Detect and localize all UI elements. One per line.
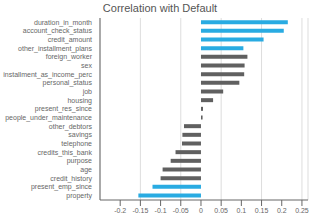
html-text:Correlation with Default: Correlation with Default (102, 2, 218, 14)
svg-text:installment_as_income_perc: installment_as_income_perc (3, 71, 92, 79)
svg-text:0: 0 (199, 207, 203, 214)
svg-text:foreign_worker: foreign_worker (46, 53, 93, 61)
svg-text:-0.1: -0.1 (155, 207, 167, 214)
svg-text:0.25: 0.25 (295, 207, 309, 214)
svg-text:people_under_maintenance: people_under_maintenance (5, 114, 92, 122)
svg-text:present_res_since: present_res_since (35, 105, 92, 113)
svg-text:credit_history: credit_history (50, 175, 92, 183)
svg-text:0.15: 0.15 (255, 207, 269, 214)
svg-text:credits_this_bank: credits_this_bank (38, 149, 93, 157)
svg-text:present_emp_since: present_emp_since (31, 183, 92, 191)
svg-text:duration_in_month: duration_in_month (34, 19, 92, 27)
svg-text:savings: savings (68, 131, 92, 139)
svg-text:housing: housing (67, 97, 92, 105)
svg-text:age: age (80, 166, 92, 174)
svg-text:0.1: 0.1 (236, 207, 246, 214)
svg-text:-0.2: -0.2 (114, 207, 126, 214)
svg-text:other_installment_plans: other_installment_plans (18, 45, 92, 53)
svg-text:personal_status: personal_status (43, 79, 93, 87)
svg-text:0.2: 0.2 (277, 207, 287, 214)
svg-text:-0.15: -0.15 (132, 207, 148, 214)
svg-text:other_debtors: other_debtors (49, 123, 93, 131)
svg-text:property: property (66, 192, 92, 200)
svg-text:job: job (82, 88, 92, 96)
svg-text:credit_amount: credit_amount (48, 36, 92, 44)
svg-text:0.05: 0.05 (214, 207, 228, 214)
svg-text:purpose: purpose (67, 157, 92, 165)
svg-text:telephone: telephone (61, 140, 92, 148)
svg-text:account_check_status: account_check_status (23, 27, 93, 35)
svg-text:sex: sex (81, 62, 92, 69)
svg-text:-0.05: -0.05 (173, 207, 189, 214)
